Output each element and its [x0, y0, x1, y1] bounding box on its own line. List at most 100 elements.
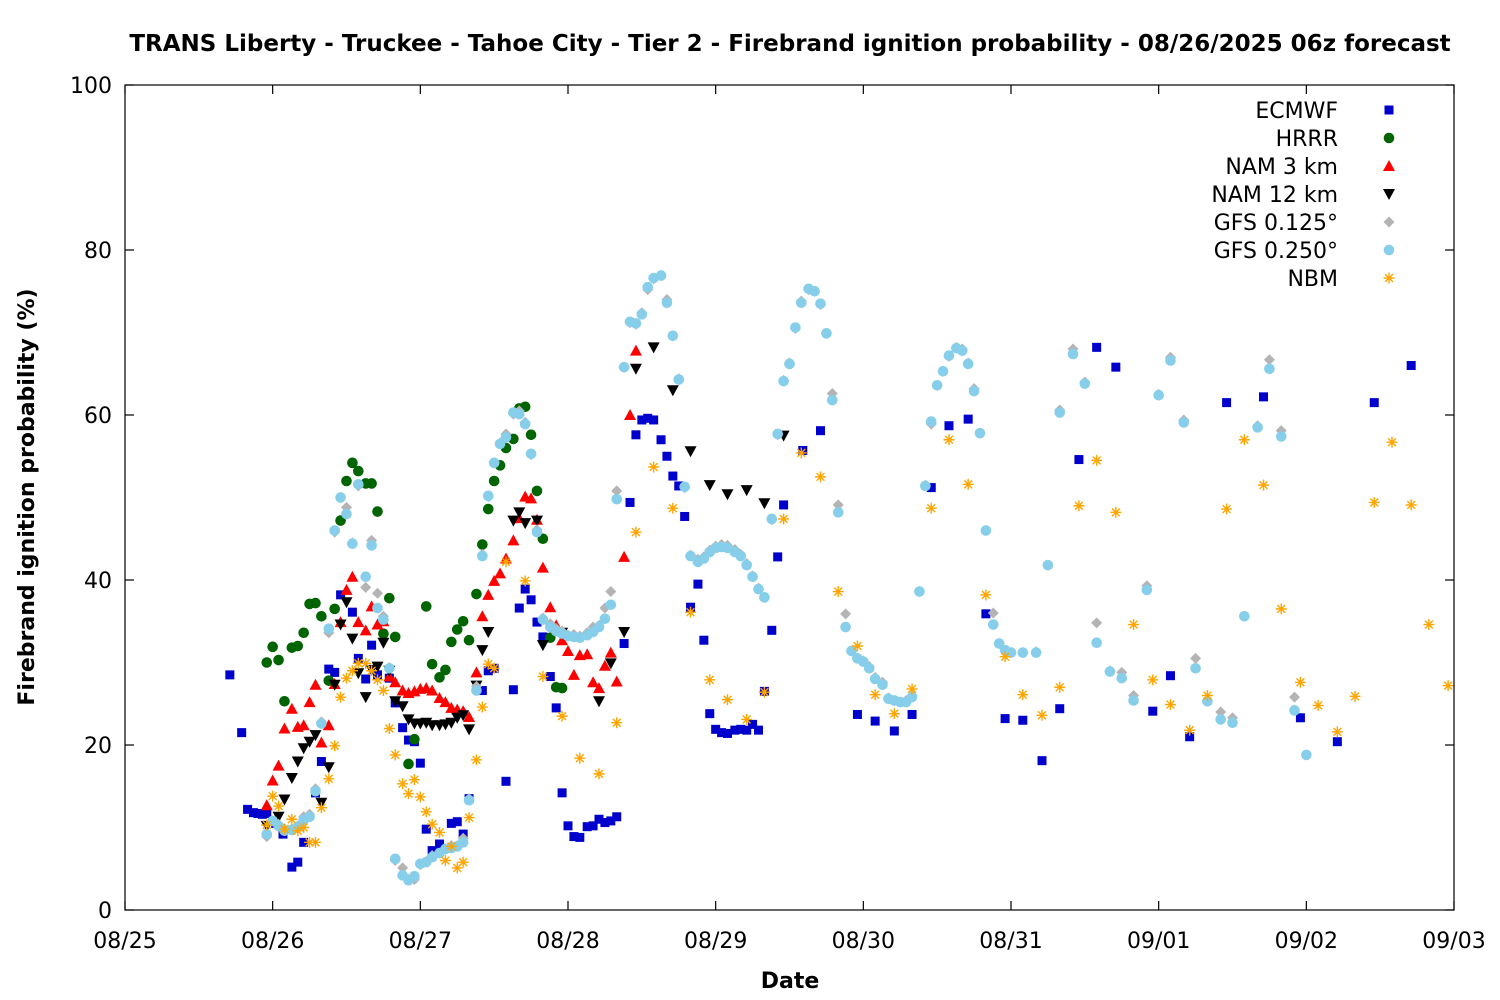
data-point	[409, 733, 420, 745]
data-point	[1005, 647, 1017, 658]
data-point	[1190, 662, 1201, 674]
data-point	[1331, 726, 1343, 738]
legend-entry-gfs-0-250: GFS 0.250°	[1214, 239, 1395, 264]
x-tick-label: 08/25	[93, 929, 156, 954]
data-point	[309, 836, 321, 848]
data-point	[389, 749, 401, 761]
data-point	[1190, 652, 1202, 664]
data-point	[593, 696, 606, 708]
data-point	[488, 662, 500, 674]
data-point	[1110, 506, 1122, 518]
data-point	[877, 679, 888, 691]
data-point	[513, 507, 526, 519]
data-point	[593, 621, 605, 633]
data-point	[434, 826, 446, 838]
data-point	[778, 513, 790, 525]
x-tick-label: 08/27	[389, 929, 452, 954]
data-point	[298, 627, 309, 639]
data-point	[980, 525, 992, 536]
data-point	[611, 485, 623, 497]
data-point	[556, 682, 568, 694]
series-nbm	[261, 434, 1454, 874]
legend-label: GFS 0.250°	[1214, 239, 1338, 264]
data-point	[500, 431, 512, 443]
data-point	[944, 421, 954, 431]
data-point	[471, 685, 482, 696]
data-point	[925, 416, 937, 427]
data-point	[420, 806, 432, 818]
data-point	[1054, 407, 1066, 418]
data-point	[457, 615, 469, 627]
data-point	[1036, 709, 1048, 721]
data-point	[346, 570, 359, 582]
data-point	[1185, 732, 1195, 742]
data-point	[722, 728, 732, 738]
data-point	[1074, 455, 1084, 465]
data-point	[303, 696, 316, 708]
data-point	[463, 724, 476, 736]
data-point	[389, 853, 401, 865]
data-point	[272, 759, 285, 771]
data-point	[598, 659, 611, 671]
data-point	[1141, 584, 1153, 596]
data-point	[488, 475, 500, 487]
data-point	[705, 709, 715, 719]
data-point	[557, 788, 567, 798]
data-point	[1091, 454, 1103, 466]
legend-marker	[1383, 216, 1395, 228]
data-point	[372, 674, 384, 686]
data-point	[285, 702, 298, 714]
data-point	[1111, 362, 1121, 372]
data-point	[593, 768, 605, 780]
data-point	[619, 639, 629, 649]
data-point	[520, 584, 530, 594]
data-point	[346, 633, 359, 645]
data-point	[1369, 398, 1379, 408]
data-point	[1386, 436, 1398, 448]
data-point	[335, 691, 347, 703]
data-point	[299, 837, 309, 847]
data-point	[1275, 603, 1287, 615]
data-point	[287, 862, 297, 872]
data-point	[536, 561, 549, 573]
data-point	[372, 602, 383, 614]
data-point	[544, 601, 557, 613]
data-point	[426, 684, 439, 696]
data-point	[278, 794, 291, 806]
data-point	[396, 701, 409, 713]
legend-entry-gfs-0-125: GFS 0.125°	[1214, 211, 1395, 236]
data-point	[840, 621, 851, 633]
plot-frame	[124, 84, 1455, 911]
data-point	[463, 812, 475, 824]
data-point	[292, 640, 304, 652]
y-tick-label: 80	[84, 239, 112, 264]
data-point	[1423, 619, 1435, 631]
data-point	[378, 614, 389, 625]
data-point	[483, 666, 493, 676]
data-point	[629, 363, 642, 375]
data-point	[298, 822, 310, 833]
y-tick-label: 20	[84, 734, 112, 759]
data-point	[840, 608, 852, 620]
data-point	[1184, 724, 1196, 736]
data-point	[293, 857, 303, 867]
data-point	[1222, 398, 1232, 408]
data-point	[292, 825, 304, 837]
data-point	[262, 808, 272, 818]
data-point	[999, 651, 1011, 663]
data-point	[225, 670, 235, 680]
data-point	[1332, 737, 1342, 747]
data-point	[562, 644, 574, 656]
data-point	[536, 640, 549, 652]
data-point	[1091, 637, 1102, 648]
data-point	[403, 758, 414, 770]
chart-title: TRANS Liberty - Truckee - Tahoe City - T…	[129, 31, 1450, 57]
data-point	[347, 457, 358, 469]
data-point	[963, 414, 973, 424]
data-point	[446, 636, 457, 648]
data-point	[359, 692, 372, 704]
data-point	[463, 794, 475, 806]
legend-entry-hrrr: HRRR	[1276, 127, 1395, 152]
data-point	[507, 534, 520, 546]
